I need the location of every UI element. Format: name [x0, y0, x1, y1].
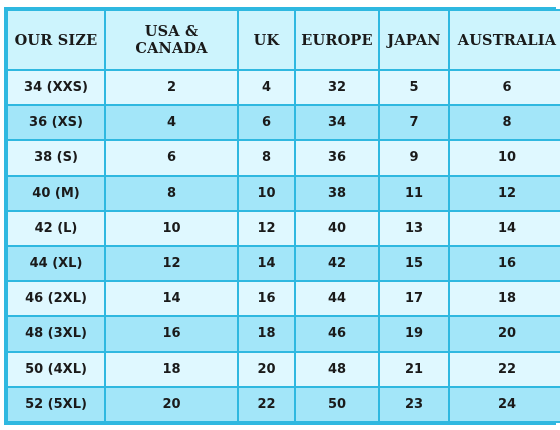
cell-japan: 9 [380, 141, 448, 175]
cell-australia: 22 [450, 352, 560, 386]
header-usa-canada: USA & CANADA [106, 11, 237, 69]
cell-usa-canada: 8 [106, 176, 237, 210]
cell-uk: 12 [239, 211, 294, 245]
cell-our-size: 44 (XL) [8, 246, 104, 281]
cell-europe: 48 [296, 352, 378, 386]
cell-australia: 10 [450, 141, 560, 175]
cell-japan: 13 [380, 211, 448, 245]
cell-europe: 34 [296, 106, 378, 140]
cell-usa-canada: 10 [106, 211, 237, 245]
cell-europe: 38 [296, 176, 378, 210]
size-conversion-table: OUR SIZE USA & CANADA UK EUROPE JAPAN AU… [6, 9, 560, 423]
cell-uk: 14 [239, 246, 294, 281]
cell-australia: 24 [450, 387, 560, 421]
cell-europe: 36 [296, 141, 378, 175]
cell-our-size: 36 (XS) [8, 106, 104, 140]
cell-australia: 14 [450, 211, 560, 245]
table-row: 44 (XL) 12 14 42 15 16 [8, 246, 560, 281]
cell-australia: 18 [450, 282, 560, 316]
cell-europe: 50 [296, 387, 378, 421]
cell-our-size: 46 (2XL) [8, 282, 104, 316]
cell-our-size: 38 (S) [8, 141, 104, 175]
cell-europe: 46 [296, 317, 378, 351]
header-our-size: OUR SIZE [8, 11, 104, 69]
header-uk: UK [239, 11, 294, 69]
header-europe: EUROPE [296, 11, 378, 69]
cell-uk: 10 [239, 176, 294, 210]
cell-europe: 40 [296, 211, 378, 245]
cell-usa-canada: 18 [106, 352, 237, 386]
cell-our-size: 34 (XXS) [8, 71, 104, 105]
cell-uk: 8 [239, 141, 294, 175]
table-row: 40 (M) 8 10 38 11 12 [8, 176, 560, 210]
table-row: 46 (2XL) 14 16 44 17 18 [8, 282, 560, 316]
table-row: 50 (4XL) 18 20 48 21 22 [8, 352, 560, 386]
cell-australia: 6 [450, 71, 560, 105]
cell-uk: 16 [239, 282, 294, 316]
cell-australia: 20 [450, 317, 560, 351]
cell-usa-canada: 2 [106, 71, 237, 105]
cell-japan: 17 [380, 282, 448, 316]
cell-usa-canada: 4 [106, 106, 237, 140]
table-row: 48 (3XL) 16 18 46 19 20 [8, 317, 560, 351]
cell-usa-canada: 12 [106, 246, 237, 281]
table-row: 42 (L) 10 12 40 13 14 [8, 211, 560, 245]
cell-our-size: 50 (4XL) [8, 352, 104, 386]
cell-our-size: 42 (L) [8, 211, 104, 245]
cell-our-size: 48 (3XL) [8, 317, 104, 351]
cell-europe: 32 [296, 71, 378, 105]
cell-japan: 19 [380, 317, 448, 351]
header-australia: AUSTRALIA [450, 11, 560, 69]
cell-usa-canada: 20 [106, 387, 237, 421]
cell-uk: 20 [239, 352, 294, 386]
table-row: 36 (XS) 4 6 34 7 8 [8, 106, 560, 140]
header-japan: JAPAN [380, 11, 448, 69]
cell-usa-canada: 16 [106, 317, 237, 351]
table-row: 34 (XXS) 2 4 32 5 6 [8, 71, 560, 105]
cell-usa-canada: 6 [106, 141, 237, 175]
cell-japan: 15 [380, 246, 448, 281]
cell-our-size: 52 (5XL) [8, 387, 104, 421]
cell-europe: 44 [296, 282, 378, 316]
cell-japan: 21 [380, 352, 448, 386]
header-row: OUR SIZE USA & CANADA UK EUROPE JAPAN AU… [8, 11, 560, 69]
cell-japan: 7 [380, 106, 448, 140]
cell-usa-canada: 14 [106, 282, 237, 316]
size-chart: OUR SIZE USA & CANADA UK EUROPE JAPAN AU… [4, 7, 560, 425]
cell-japan: 11 [380, 176, 448, 210]
table-row: 52 (5XL) 20 22 50 23 24 [8, 387, 560, 421]
cell-japan: 23 [380, 387, 448, 421]
cell-uk: 18 [239, 317, 294, 351]
cell-our-size: 40 (M) [8, 176, 104, 210]
cell-australia: 12 [450, 176, 560, 210]
cell-australia: 8 [450, 106, 560, 140]
table-body: 34 (XXS) 2 4 32 5 6 36 (XS) 4 6 34 7 8 38 (S) 6 8 36 9 10… [8, 71, 560, 421]
cell-uk: 4 [239, 71, 294, 105]
cell-uk: 22 [239, 387, 294, 421]
cell-australia: 16 [450, 246, 560, 281]
table-row: 38 (S) 6 8 36 9 10 [8, 141, 560, 175]
cell-europe: 42 [296, 246, 378, 281]
cell-uk: 6 [239, 106, 294, 140]
cell-japan: 5 [380, 71, 448, 105]
